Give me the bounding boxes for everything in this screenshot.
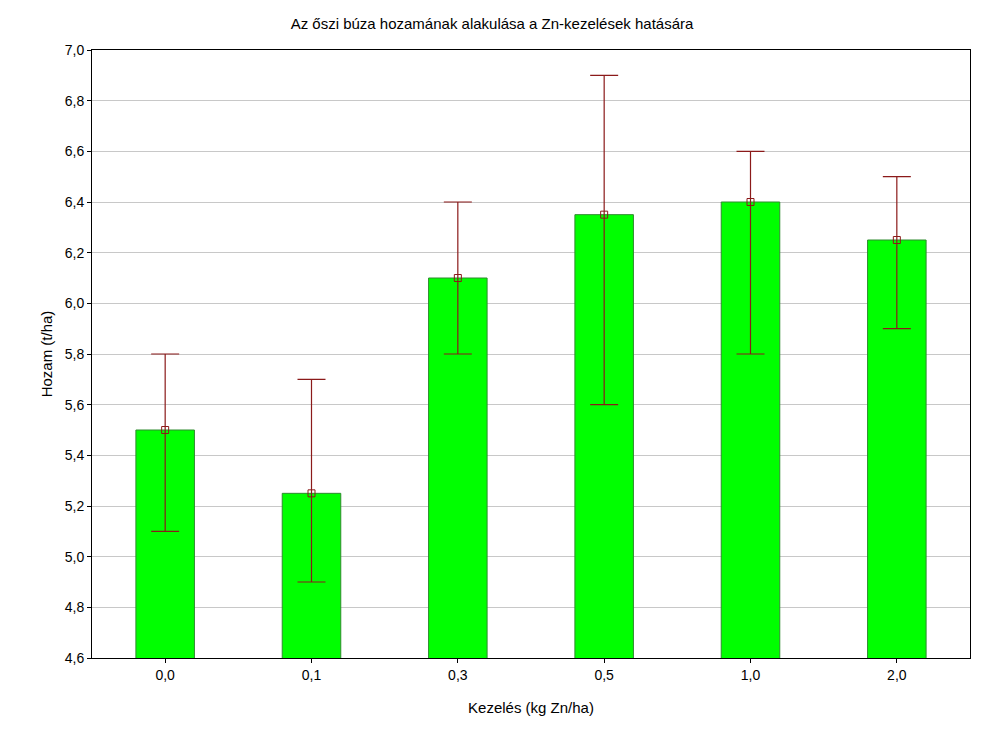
svg-text:4,8: 4,8 [65, 599, 85, 615]
svg-text:0,5: 0,5 [594, 667, 614, 683]
svg-text:6,0: 6,0 [65, 295, 85, 311]
svg-text:0,0: 0,0 [155, 667, 175, 683]
svg-text:6,2: 6,2 [65, 245, 85, 261]
svg-text:4,6: 4,6 [65, 650, 85, 666]
svg-text:5,2: 5,2 [65, 498, 85, 514]
svg-text:5,4: 5,4 [65, 447, 85, 463]
svg-text:6,4: 6,4 [65, 194, 85, 210]
svg-text:0,3: 0,3 [448, 667, 468, 683]
svg-text:1,0: 1,0 [741, 667, 761, 683]
svg-text:5,8: 5,8 [65, 346, 85, 362]
svg-text:6,6: 6,6 [65, 143, 85, 159]
svg-text:Kezelés (kg Zn/ha): Kezelés (kg Zn/ha) [468, 699, 594, 716]
svg-text:6,8: 6,8 [65, 93, 85, 109]
svg-text:5,0: 5,0 [65, 549, 85, 565]
svg-text:2,0: 2,0 [887, 667, 907, 683]
svg-text:5,6: 5,6 [65, 397, 85, 413]
svg-text:0,1: 0,1 [302, 667, 322, 683]
svg-text:Hozam (t/ha): Hozam (t/ha) [38, 311, 55, 398]
svg-text:7,0: 7,0 [65, 42, 85, 58]
svg-text:Az őszi búza hozamának alakulá: Az őszi búza hozamának alakulása a Zn-ke… [291, 15, 694, 32]
